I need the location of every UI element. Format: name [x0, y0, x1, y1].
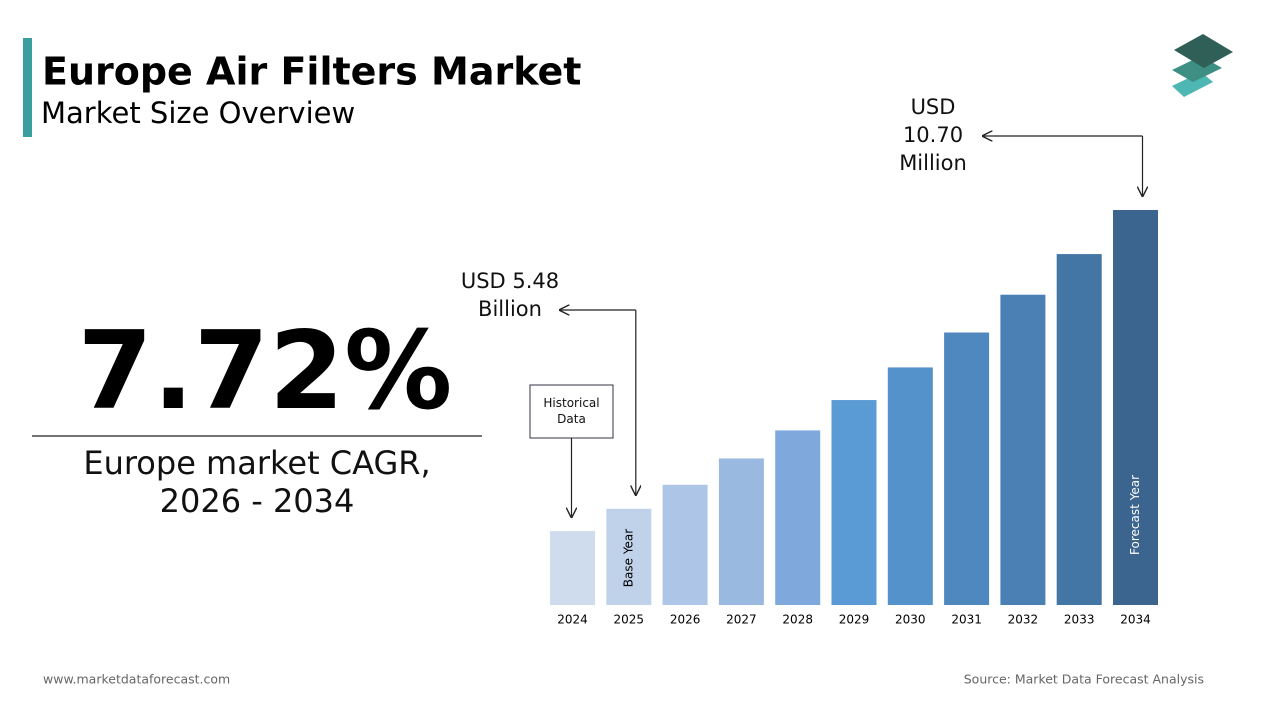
bar: [1000, 294, 1046, 605]
annotation: Base Year: [621, 529, 635, 588]
x-tick-label: 2028: [782, 613, 813, 627]
x-tick-label: 2033: [1064, 613, 1095, 627]
x-tick-label: 2025: [614, 613, 645, 627]
x-tick-label: 2029: [839, 613, 870, 627]
x-tick-label: 2034: [1120, 613, 1151, 627]
x-tick-label: 2032: [1008, 613, 1039, 627]
x-tick-label: 2026: [670, 613, 701, 627]
title-accent: [23, 38, 32, 137]
cagr-value: 7.72%: [78, 309, 453, 434]
annotation-box: [529, 384, 614, 439]
value-label: USD 10.70 Million: [899, 95, 967, 175]
source: Source: Market Data Forecast Analysis: [964, 672, 1204, 687]
x-tick-label: 2024: [557, 613, 588, 627]
x-tick-label: 2027: [726, 613, 757, 627]
website: www.marketdataforecast.com: [43, 672, 230, 687]
bar: [831, 400, 877, 605]
x-tick-label: 2031: [951, 613, 982, 627]
bar: [775, 430, 821, 605]
annotation: Historical Data: [543, 396, 600, 426]
annotation: Forecast Year: [1128, 475, 1142, 555]
bar: [887, 367, 933, 605]
bar: [662, 484, 708, 605]
x-tick-label: 2030: [895, 613, 926, 627]
bar: [1113, 210, 1158, 605]
bar: [606, 508, 652, 605]
subtitle: Market Size Overview: [41, 96, 355, 130]
cagr-caption: Europe market CAGR, 2026 - 2034: [83, 444, 431, 520]
bar: [1056, 254, 1102, 605]
value-label: USD 5.48 Billion: [460, 269, 560, 321]
bar: [944, 332, 990, 605]
logo: [1172, 34, 1233, 97]
title: Europe Air Filters Market: [42, 50, 581, 94]
bar: [550, 531, 595, 605]
bar: [718, 458, 764, 605]
